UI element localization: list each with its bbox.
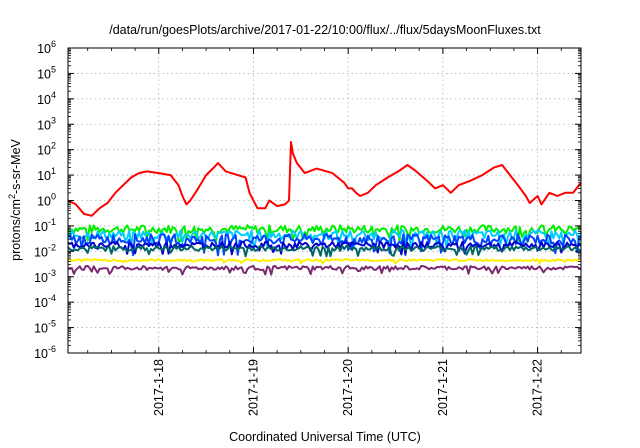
y-tick-base: 10 xyxy=(37,93,51,107)
y-tick-exponent: -1 xyxy=(48,217,56,227)
y-tick-label: 101 xyxy=(37,166,56,183)
y-tick-exponent: 2 xyxy=(51,141,56,151)
y-tick-base: 10 xyxy=(34,271,48,285)
y-tick-exponent: 5 xyxy=(51,64,56,74)
y-tick-exponent: -4 xyxy=(48,293,56,303)
y-tick-base: 10 xyxy=(34,322,48,336)
y-tick-base: 10 xyxy=(37,169,51,183)
y-tick-exponent: 3 xyxy=(51,115,56,125)
x-tick-label: 2017-1-21 xyxy=(436,359,450,416)
series-line xyxy=(67,224,582,243)
y-tick-label: 100 xyxy=(37,192,56,209)
grid-lines xyxy=(68,48,581,353)
y-tick-exponent: 1 xyxy=(51,166,56,176)
series-line xyxy=(67,265,582,276)
y-tick-base: 10 xyxy=(37,144,51,158)
series-lines xyxy=(67,141,582,276)
y-tick-exponent: 4 xyxy=(51,90,56,100)
series-line xyxy=(67,233,582,257)
y-tick-exponent: -6 xyxy=(48,344,56,354)
y-axis-label: protons/cm2-s-sr-MeV xyxy=(7,138,23,260)
y-tick-base: 10 xyxy=(34,220,48,234)
y-tick-exponent: 6 xyxy=(51,39,56,49)
y-tick-exponent: -3 xyxy=(48,268,56,278)
y-tick-exponent: -2 xyxy=(48,242,56,252)
series-line xyxy=(67,141,582,217)
x-tick-label: 2017-1-22 xyxy=(531,359,545,416)
y-tick-base: 10 xyxy=(34,296,48,310)
y-tick-exponent: -5 xyxy=(48,319,56,329)
chart-title: /data/run/goesPlots/archive/2017-01-22/1… xyxy=(109,23,541,37)
y-tick-labels: 10-610-510-410-310-210-11001011021031041… xyxy=(34,39,56,361)
x-axis-label: Coordinated Universal Time (UTC) xyxy=(229,430,421,444)
x-tick-label: 2017-1-19 xyxy=(246,359,260,416)
y-axis-label-suffix: -s-sr-MeV xyxy=(9,138,23,194)
y-tick-label: 10-2 xyxy=(34,242,56,259)
y-tick-label: 10-5 xyxy=(34,319,56,336)
y-tick-label: 10-4 xyxy=(34,293,56,310)
series-line xyxy=(67,245,582,258)
y-tick-label: 104 xyxy=(37,90,56,107)
series-line xyxy=(67,258,582,265)
x-tick-labels: 2017-1-18 2017-1-19 2017-1-20 2017-1-21 2017… xyxy=(152,359,545,416)
y-tick-label: 10-6 xyxy=(34,344,56,361)
axis-ticks xyxy=(68,47,581,354)
y-axis-label-prefix: protons/cm xyxy=(9,199,23,261)
y-tick-label: 102 xyxy=(37,141,56,158)
y-tick-label: 10-1 xyxy=(34,217,56,234)
y-tick-base: 10 xyxy=(34,245,48,259)
y-axis-label-sup: 2 xyxy=(7,194,17,199)
y-tick-base: 10 xyxy=(37,118,51,132)
y-tick-base: 10 xyxy=(37,42,51,56)
x-tick-label: 2017-1-18 xyxy=(152,359,166,416)
y-tick-exponent: 0 xyxy=(51,192,56,202)
y-tick-base: 10 xyxy=(37,195,51,209)
y-tick-base: 10 xyxy=(34,347,48,361)
y-tick-base: 10 xyxy=(37,67,51,81)
y-tick-label: 105 xyxy=(37,64,56,81)
y-tick-label: 106 xyxy=(37,39,56,56)
x-tick-label: 2017-1-20 xyxy=(341,359,355,416)
y-tick-label: 103 xyxy=(37,115,56,132)
y-tick-label: 10-3 xyxy=(34,268,56,285)
